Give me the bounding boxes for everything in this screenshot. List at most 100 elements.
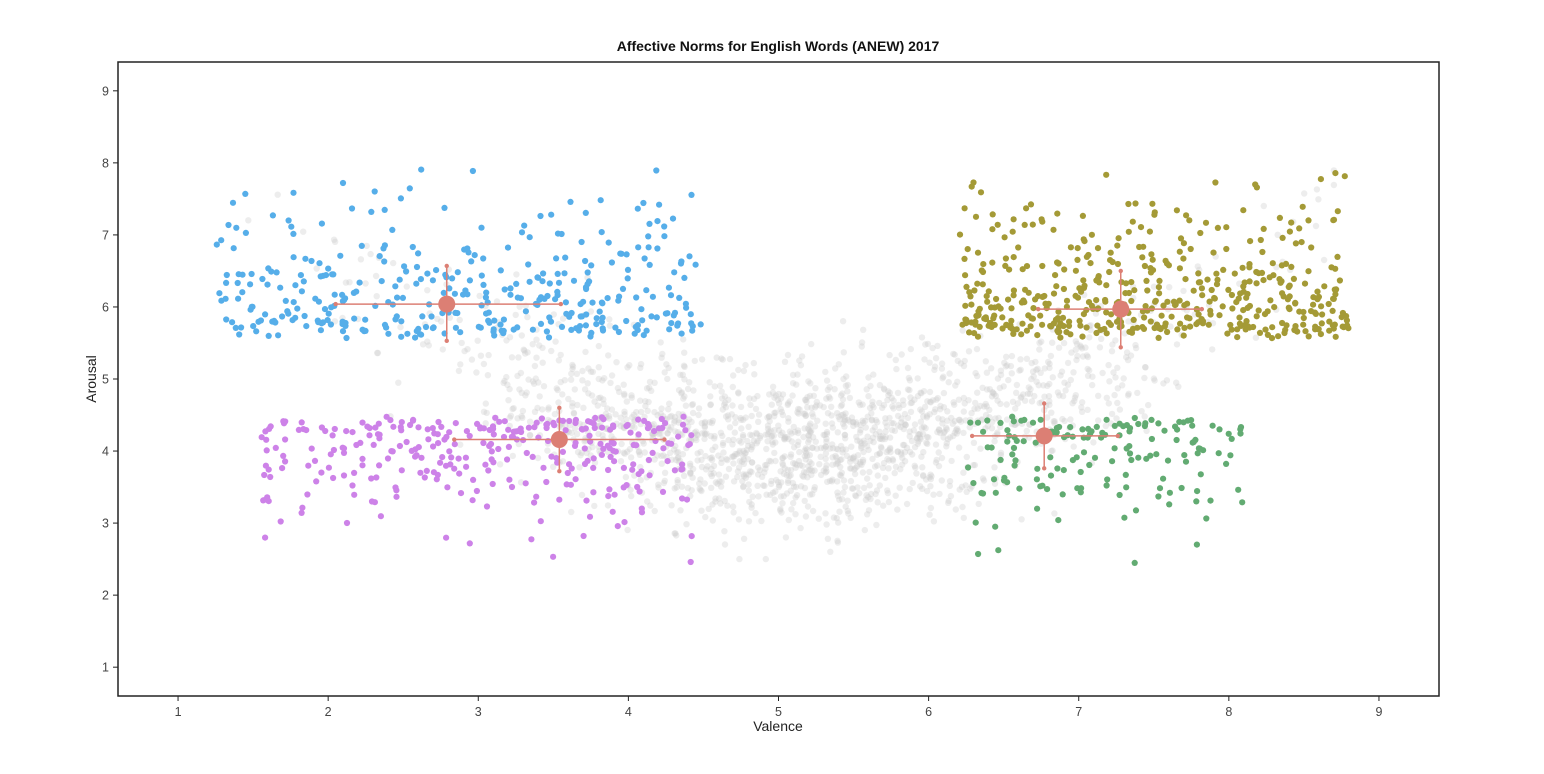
series-3-point: [1308, 244, 1315, 251]
series-1-point: [339, 328, 347, 335]
background-point: [959, 327, 966, 334]
series-4-error-cap: [1042, 466, 1047, 471]
background-point: [833, 514, 840, 522]
background-point: [526, 431, 534, 439]
background-point: [852, 464, 859, 472]
series-4-point: [1207, 497, 1214, 504]
background-point: [595, 394, 602, 402]
series-3-point: [1074, 294, 1082, 301]
background-point: [899, 397, 907, 404]
background-point: [935, 449, 942, 456]
background-point: [916, 434, 924, 441]
series-1-point: [441, 204, 448, 211]
background-point: [914, 375, 921, 382]
background-point: [829, 424, 836, 431]
series-2-point: [646, 472, 653, 479]
background-point: [754, 392, 761, 400]
series-3-error-cap: [1118, 268, 1123, 274]
background-point: [1014, 400, 1021, 407]
background-point: [781, 453, 788, 460]
background-point: [645, 398, 652, 406]
background-point: [1071, 394, 1079, 401]
series-2-point: [424, 426, 431, 433]
series-2-point: [533, 493, 540, 500]
series-3-point: [1269, 324, 1276, 331]
series-4-point: [1156, 485, 1164, 492]
background-point: [589, 368, 597, 376]
background-point: [357, 256, 365, 263]
background-point: [482, 400, 489, 407]
background-point: [811, 404, 819, 411]
series-2-point: [435, 418, 442, 426]
background-point: [840, 477, 848, 484]
series-2-point: [556, 496, 563, 503]
background-point: [952, 506, 959, 513]
background-point: [1083, 352, 1091, 359]
background-point: [960, 394, 967, 402]
series-3-point: [1055, 308, 1062, 315]
background-point: [823, 462, 830, 469]
series-3-point: [1246, 264, 1253, 271]
series-4-point: [1194, 488, 1201, 495]
background-point: [654, 412, 661, 419]
series-3-point: [1343, 317, 1350, 324]
series-2-point: [508, 483, 516, 491]
background-point: [717, 500, 724, 507]
background-point: [808, 427, 815, 435]
background-point: [892, 463, 900, 470]
series-3-point: [1334, 253, 1341, 260]
background-point: [803, 452, 811, 459]
background-point: [838, 496, 846, 503]
series-3-point: [1339, 309, 1346, 317]
background-point: [881, 386, 888, 393]
series-3-point: [1210, 249, 1217, 256]
background-point: [743, 446, 751, 453]
series-1-point: [598, 229, 605, 236]
background-point: [809, 491, 816, 498]
series-2-point: [608, 438, 615, 446]
background-point: [772, 392, 779, 399]
background-point: [826, 384, 833, 391]
series-3-point: [1305, 268, 1312, 275]
background-point: [457, 361, 464, 368]
background-point: [861, 440, 868, 447]
background-point: [425, 342, 432, 349]
background-point: [900, 401, 907, 408]
background-point: [764, 431, 771, 438]
background-point: [620, 381, 627, 388]
background-point: [1103, 394, 1111, 401]
background-point: [651, 408, 658, 416]
background-point: [758, 517, 765, 525]
series-2-point: [262, 462, 269, 469]
series-1-point: [247, 306, 254, 313]
background-point: [330, 236, 338, 243]
background-point: [1166, 284, 1173, 291]
background-point: [577, 452, 584, 459]
series-3-point: [1053, 283, 1060, 290]
series-1-point: [223, 271, 230, 279]
background-point: [902, 421, 909, 428]
background-point: [708, 454, 715, 461]
background-point: [919, 485, 926, 492]
background-point: [903, 444, 911, 452]
background-point: [912, 464, 919, 471]
background-point: [790, 499, 797, 507]
background-point: [1138, 408, 1145, 415]
series-1-point: [623, 317, 630, 325]
series-1-point: [457, 329, 464, 336]
series-3-point: [1019, 266, 1026, 273]
background-point: [624, 526, 631, 534]
series-1-point: [612, 324, 619, 331]
background-point: [745, 481, 752, 488]
background-point: [606, 316, 613, 323]
background-point: [809, 413, 817, 420]
series-1-point: [654, 245, 661, 252]
series-1-point: [615, 297, 622, 304]
background-point: [806, 466, 813, 474]
background-point: [860, 484, 868, 492]
background-point: [823, 468, 830, 475]
series-2-point: [364, 423, 371, 430]
series-4-point: [1109, 458, 1116, 465]
background-point: [774, 396, 781, 404]
background-point: [840, 489, 847, 496]
